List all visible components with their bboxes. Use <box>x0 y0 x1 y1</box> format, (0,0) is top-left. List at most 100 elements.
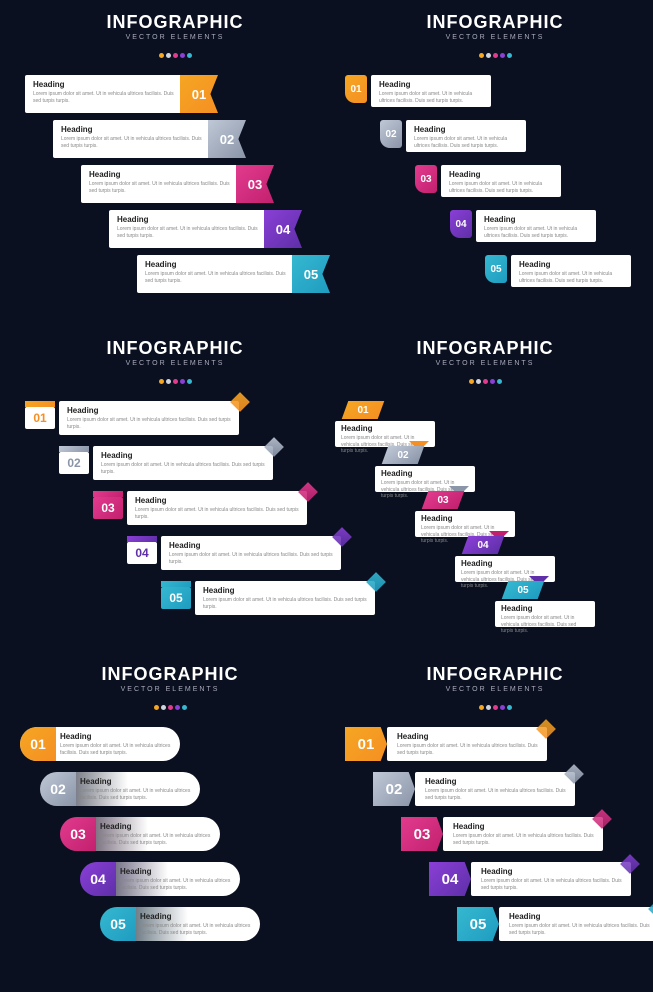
step-row: 04HeadingLorem ipsum dolor sit amet. Ut … <box>429 862 631 896</box>
step-body: Lorem ipsum dolor sit amet. Ut in vehicu… <box>140 923 252 936</box>
step-heading: Heading <box>381 469 469 478</box>
dot <box>486 705 491 710</box>
step-heading: Heading <box>425 777 567 786</box>
step-number-chip: 05 <box>161 587 191 609</box>
step-row: 02HeadingLorem ipsum dolor sit amet. Ut … <box>59 446 273 480</box>
step-body: Lorem ipsum dolor sit amet. Ut in vehicu… <box>145 271 294 284</box>
step-number-cap: 03 <box>60 817 96 851</box>
step-number-flag: 03 <box>236 165 274 203</box>
step-row: HeadingLorem ipsum dolor sit amet. Ut in… <box>53 120 218 158</box>
dot <box>469 379 474 384</box>
step-body: Lorem ipsum dolor sit amet. Ut in vehicu… <box>453 833 595 846</box>
step-number-flag: 01 <box>180 75 218 113</box>
step-card: HeadingLorem ipsum dolor sit amet. Ut in… <box>93 446 273 480</box>
panel-header: INFOGRAPHICVECTOR ELEMENTS <box>20 664 320 715</box>
step-row: 01HeadingLorem ipsum dolor sit amet. Ut … <box>20 727 180 761</box>
dot <box>507 53 512 58</box>
dot <box>182 705 187 710</box>
step-card: HeadingLorem ipsum dolor sit amet. Ut in… <box>81 165 246 203</box>
step-row: 05HeadingLorem ipsum dolor sit amet. Ut … <box>457 907 653 941</box>
accent-dots <box>345 45 645 63</box>
step-row: 03HeadingLorem ipsum dolor sit amet. Ut … <box>415 165 561 197</box>
step-row: 05HeadingLorem ipsum dolor sit amet. Ut … <box>485 255 631 287</box>
accent-dots <box>25 45 325 63</box>
steps-container: Heading Lorem ipsum dolor sit amet. Ut in… <box>25 75 325 340</box>
step-card: HeadingLorem ipsum dolor sit amet. Ut in… <box>476 210 596 242</box>
step-card: 03HeadingLorem ipsum dolor sit amet. Ut … <box>60 817 220 851</box>
step-number: 05 <box>292 255 330 293</box>
step-number-block: 03 <box>401 817 443 851</box>
step-body: Lorem ipsum dolor sit amet. Ut in vehicu… <box>80 788 192 801</box>
dot <box>180 379 185 384</box>
step-row: 04HeadingLorem ipsum dolor sit amet. Ut … <box>80 862 240 896</box>
step-card: HeadingLorem ipsum dolor sit amet. Ut in… <box>137 255 302 293</box>
step-number-cap: 02 <box>40 772 76 806</box>
step-row: 03HeadingLorem ipsum dolor sit amet. Ut … <box>60 817 220 851</box>
corner-tab <box>592 809 612 829</box>
steps-container: 01HeadingLorem ipsum dolor sit amet. Ut … <box>20 727 320 992</box>
panel-subtitle: VECTOR ELEMENTS <box>345 34 645 41</box>
step-body: Lorem ipsum dolor sit amet. Ut in vehicu… <box>481 878 623 891</box>
panel-subtitle: VECTOR ELEMENTS <box>335 360 635 367</box>
step-row: HeadingLorem ipsum dolor sit amet. Ut in… <box>137 255 302 293</box>
panel-header: INFOGRAPHICVECTOR ELEMENTS <box>335 338 635 389</box>
step-row: 04HeadingLorem ipsum dolor sit amet. Ut … <box>450 210 596 242</box>
step-body: Lorem ipsum dolor sit amet. Ut in vehicu… <box>61 136 210 149</box>
step-heading: Heading <box>501 604 589 613</box>
step-card: HeadingLorem ipsum dolor sit amet. Ut in… <box>415 772 575 806</box>
dot <box>180 53 185 58</box>
step-heading: Heading <box>117 215 266 224</box>
step-row: 02HeadingLorem ipsum dolor sit amet. Ut … <box>373 772 575 806</box>
step-heading: Heading <box>60 732 172 741</box>
step-heading: Heading <box>461 559 549 568</box>
corner-fold <box>298 482 318 502</box>
dot <box>166 379 171 384</box>
panel-title: INFOGRAPHIC <box>335 338 635 359</box>
step-number-badge: 01 <box>345 75 367 103</box>
step-row: 01HeadingLorem ipsum dolor sit amet. Ut … <box>345 727 547 761</box>
step-body: Lorem ipsum dolor sit amet. Ut in vehicu… <box>117 226 266 239</box>
panel-subtitle: VECTOR ELEMENTS <box>345 686 645 693</box>
infographic-panel-a: INFOGRAPHICVECTOR ELEMENTS Heading Lorem i… <box>25 12 325 340</box>
panel-title: INFOGRAPHIC <box>345 12 645 33</box>
step-body: Lorem ipsum dolor sit amet. Ut in vehicu… <box>67 417 231 430</box>
dot <box>493 53 498 58</box>
dot <box>161 705 166 710</box>
step-number-flag: 02 <box>208 120 246 158</box>
step-body: Lorem ipsum dolor sit amet. Ut in vehicu… <box>519 271 623 284</box>
dot <box>486 53 491 58</box>
panel-subtitle: VECTOR ELEMENTS <box>20 686 320 693</box>
step-heading: Heading <box>414 125 518 134</box>
panel-subtitle: VECTOR ELEMENTS <box>25 360 325 367</box>
panel-title: INFOGRAPHIC <box>345 664 645 685</box>
step-row: HeadingLorem ipsum dolor sit amet. Ut in… <box>25 75 190 113</box>
step-body: Lorem ipsum dolor sit amet. Ut in vehicu… <box>509 923 651 936</box>
step-number-badge: 05 <box>485 255 507 283</box>
panel-title: INFOGRAPHIC <box>25 12 325 33</box>
step-body: Lorem ipsum dolor sit amet. Ut in vehicu… <box>449 181 553 194</box>
step-heading: Heading <box>341 424 429 433</box>
step-card: 05HeadingLorem ipsum dolor sit amet. Ut … <box>100 907 260 941</box>
step-number-chip: 02 <box>59 452 89 474</box>
step-card: HeadingLorem ipsum dolor sit amet. Ut in… <box>59 401 239 435</box>
panel-header: INFOGRAPHICVECTOR ELEMENTS <box>345 12 645 63</box>
step-row: 03 Heading Lorem ipsum dolor sit amet. Ut … <box>401 817 603 851</box>
step-heading: Heading <box>453 822 595 831</box>
dot <box>479 705 484 710</box>
dot <box>175 705 180 710</box>
step-row: 02 Heading Lorem ipsum dolor sit amet. Ut … <box>40 772 200 806</box>
step-body: Lorem ipsum dolor sit amet. Ut in vehicu… <box>60 743 172 756</box>
dot <box>159 379 164 384</box>
infographic-panel-f: INFOGRAPHICVECTOR ELEMENTS 01HeadingLorem… <box>345 664 645 992</box>
panel-header: INFOGRAPHICVECTOR ELEMENTS <box>25 12 325 63</box>
step-body: Lorem ipsum dolor sit amet. Ut in vehicu… <box>397 743 539 756</box>
step-body: Lorem ipsum dolor sit amet. Ut in vehicu… <box>120 878 232 891</box>
step-card: Heading Lorem ipsum dolor sit amet. Ut in… <box>443 817 603 851</box>
step-heading: Heading <box>80 777 192 786</box>
step-heading: Heading <box>120 867 232 876</box>
infographic-panel-b: INFOGRAPHICVECTOR ELEMENTS01HeadingLorem… <box>345 12 645 340</box>
dot <box>154 705 159 710</box>
corner-fold <box>230 392 250 412</box>
step-heading: Heading <box>33 80 182 89</box>
step-row: 02HeadingLorem ipsum dolor sit amet. Ut … <box>380 120 526 152</box>
